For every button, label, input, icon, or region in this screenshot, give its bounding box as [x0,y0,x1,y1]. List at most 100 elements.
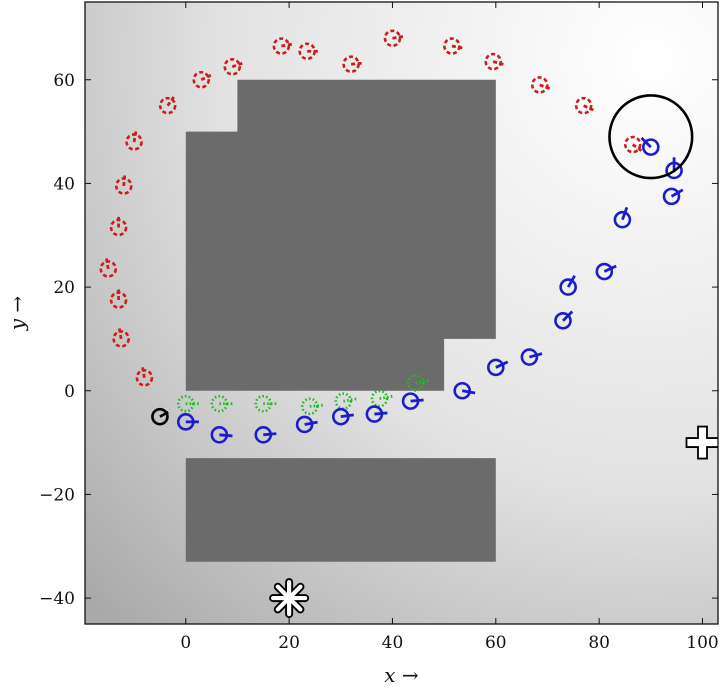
pose-heading [461,389,476,395]
pose-point [210,394,233,413]
x-tick-label: 100 [686,633,718,653]
pose-heading [495,360,509,369]
series-1 [176,136,684,444]
pose-point [210,426,233,444]
pose-point [298,42,321,61]
pose-heading [621,206,629,221]
overlay [151,94,718,619]
pose-circle [484,52,503,71]
pose-circle [210,394,229,413]
x-tick-label: 20 [278,633,300,653]
pose-heading [104,255,110,270]
pose-heading [561,310,574,322]
x-tick-label: 0 [180,633,191,653]
pose-circle [574,96,593,115]
pose-point [530,76,553,94]
pose-heading [392,34,406,40]
plus-marker [685,425,718,460]
plot-frame [84,1,719,625]
pose-point [595,262,617,281]
y-tick-label: 0 [64,382,75,402]
pose-point [453,381,476,400]
pose-circle [370,389,389,408]
pose-point [370,389,393,408]
x-tick-label: 60 [485,633,507,653]
obstacle-2 [185,458,496,562]
pose-heading [117,325,123,340]
pose-circle [406,374,425,392]
pose-point [484,52,507,71]
start-pose [151,407,169,426]
pose-heading [122,172,127,187]
pose-point [342,55,365,73]
pose-circle [158,96,177,115]
pose-circle [662,187,681,206]
pose-heading [374,411,388,416]
pose-circle [223,57,242,76]
pose-point [99,255,118,278]
pose-point [559,275,577,296]
y-axis-label: y → [5,296,29,332]
pose-heading [566,275,576,288]
pose-point [109,286,128,309]
series-layer [99,29,684,444]
pose-point [365,405,388,423]
pose-point [613,206,632,229]
pose-point [254,394,277,413]
pose-circle [623,135,642,154]
pose-point [443,37,466,55]
pose-heading [529,352,543,359]
pose-heading [451,44,466,50]
goal-region-circle [608,94,694,180]
pose-circle [192,70,211,89]
pose-heading [304,420,318,426]
pose-heading [350,61,365,66]
pose-heading [140,364,146,379]
pose-heading [281,42,295,48]
pose-point [254,426,277,444]
x-tick-label: 40 [382,633,404,653]
pose-heading [340,413,354,419]
pose-circle [176,394,195,413]
pose-point [112,325,130,348]
pose-circle [254,394,273,413]
start-heading [159,411,169,418]
pose-heading [603,264,617,273]
pose-point [272,37,295,55]
pose-point [662,187,684,206]
pose-heading [166,94,177,107]
pose-heading [132,128,138,143]
pose-point [520,348,543,366]
y-tick-label: −20 [39,485,75,505]
y-tick-label: −40 [39,589,75,609]
pose-point [623,135,645,154]
pose-heading [583,104,597,113]
pose-circle [487,358,505,377]
pose-point [295,415,318,434]
pose-circle [520,348,539,366]
pose-heading [640,136,652,149]
pose-heading [539,83,553,91]
y-tick-label: 40 [53,174,75,194]
pose-point [574,96,597,115]
pose-point [383,29,406,48]
pose-point [176,394,199,413]
axis-ticks: 0 20 40 60 80 100 −40 −20 0 20 40 60 [39,2,719,653]
pose-circle [642,138,660,156]
pose-heading [231,60,246,69]
pose-point [223,57,246,76]
pose-heading [670,188,684,198]
pose-circle [554,311,572,330]
pose-point [331,407,354,426]
series-3 [99,29,645,387]
pose-point [401,392,424,410]
pose-heading [263,432,277,437]
pose-circle [300,397,319,416]
pose-heading [631,143,645,154]
y-tick-label: 20 [53,278,75,298]
pose-heading [219,433,233,438]
pose-heading [200,72,214,82]
series-2 [176,374,429,416]
pose-heading [492,60,507,67]
